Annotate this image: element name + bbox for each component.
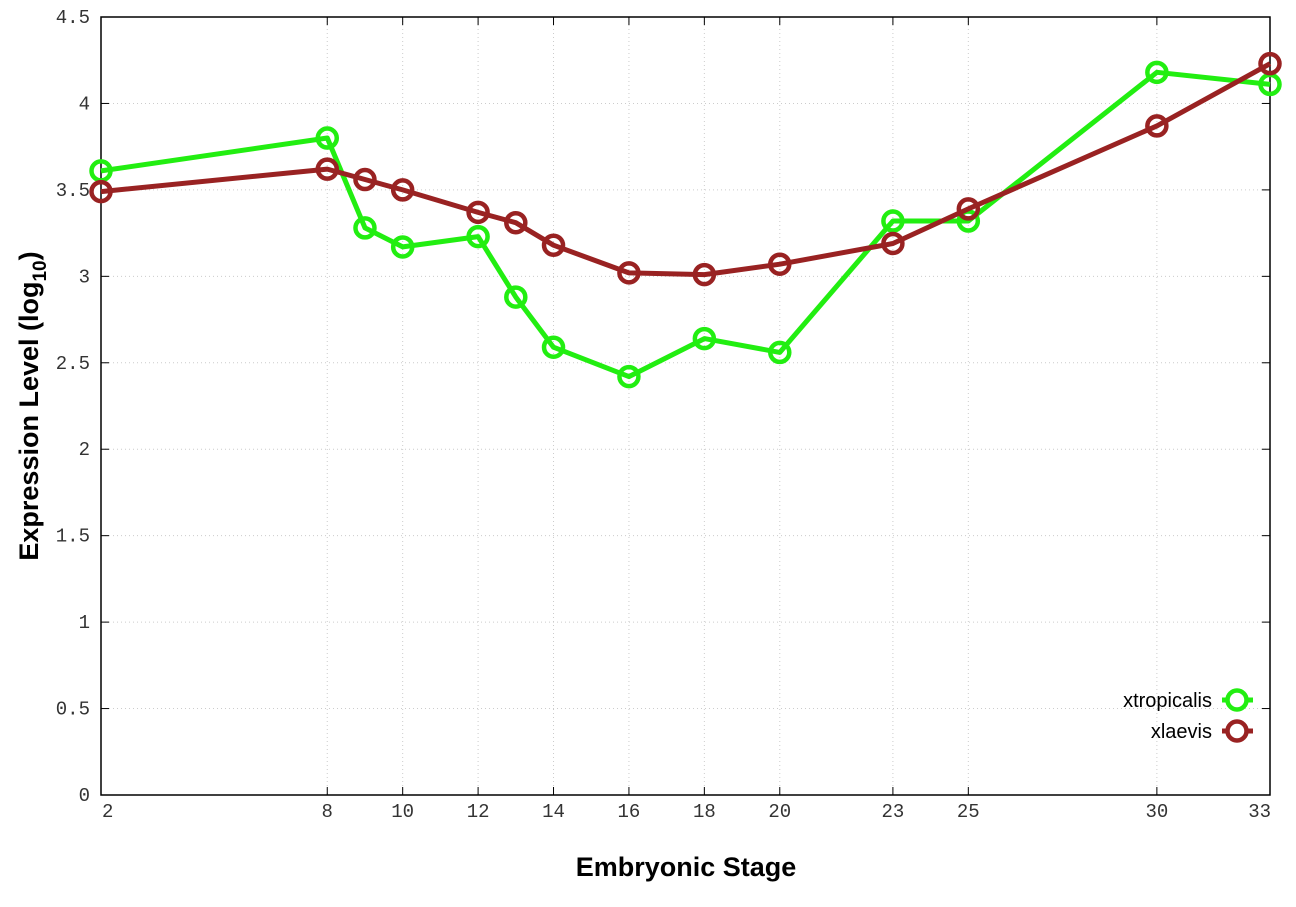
tick-layer: 0 0.5 1 1.5 2 2.5 3 3.5 4 4.5 2 8 10 12 14 16 18 20 23 25 30… bbox=[56, 7, 1271, 823]
data-point-xlaevis bbox=[956, 197, 981, 221]
data-point-xlaevis bbox=[881, 231, 905, 256]
data-point-xtropicalis bbox=[315, 126, 340, 150]
x-tick-label: 8 bbox=[322, 801, 333, 823]
data-point-xtropicalis bbox=[541, 335, 566, 359]
series-line-xlaevis bbox=[100, 61, 1272, 278]
data-point-xtropicalis bbox=[881, 209, 905, 233]
y-axis-title-subscript: 10 bbox=[30, 260, 51, 281]
x-tick-label: 23 bbox=[881, 801, 904, 823]
data-point-xtropicalis bbox=[466, 224, 490, 249]
series-line-xtropicalis bbox=[100, 69, 1271, 380]
plot-frame bbox=[100, 16, 1271, 796]
y-axis-title: Expression Level (log10) bbox=[14, 251, 51, 560]
y-tick-label: 3 bbox=[79, 266, 90, 288]
x-tick-label: 10 bbox=[391, 801, 414, 823]
x-tick-label: 2 bbox=[102, 801, 113, 823]
grid-layer bbox=[101, 17, 1270, 795]
data-point-xlaevis bbox=[541, 233, 566, 257]
data-point-xlaevis bbox=[353, 167, 377, 192]
y-tick-label: 1 bbox=[79, 612, 90, 634]
x-tick-label: 25 bbox=[957, 801, 980, 823]
data-point-xtropicalis bbox=[1145, 60, 1169, 85]
x-tick-label: 20 bbox=[768, 801, 791, 823]
y-tick-label: 0.5 bbox=[56, 699, 90, 721]
data-point-xlaevis bbox=[504, 210, 528, 235]
data-point-xlaevis bbox=[1258, 51, 1282, 76]
data-point-xlaevis bbox=[617, 261, 641, 285]
data-point-xtropicalis bbox=[1258, 72, 1282, 97]
x-tick-label: 16 bbox=[618, 801, 641, 823]
data-point-xlaevis bbox=[390, 178, 415, 202]
y-tick-label: 1.5 bbox=[56, 526, 90, 548]
data-point-xlaevis bbox=[768, 252, 792, 276]
legend-label-xtropicalis: xtropicalis bbox=[1123, 690, 1212, 712]
data-point-xtropicalis bbox=[692, 326, 717, 351]
y-tick-label: 3.5 bbox=[56, 180, 90, 202]
data-point-xlaevis bbox=[315, 157, 340, 181]
x-axis-title: Embryonic Stage bbox=[576, 852, 797, 882]
data-point-xtropicalis bbox=[617, 364, 641, 389]
y-tick-label: 2.5 bbox=[56, 353, 90, 375]
y-tick-label: 2 bbox=[79, 439, 90, 461]
y-tick-label: 0 bbox=[79, 785, 90, 807]
data-point-xtropicalis bbox=[504, 285, 528, 309]
series-layer bbox=[89, 51, 1282, 389]
x-tick-label: 30 bbox=[1145, 801, 1168, 823]
data-point-xlaevis bbox=[1145, 114, 1169, 138]
y-tick-label: 4 bbox=[79, 93, 90, 115]
x-tick-label: 14 bbox=[542, 801, 565, 823]
data-point-xtropicalis bbox=[390, 235, 415, 259]
x-tick-label: 12 bbox=[467, 801, 490, 823]
x-tick-label: 18 bbox=[693, 801, 716, 823]
legend-marker-xtropicalis bbox=[1225, 688, 1249, 712]
data-point-xtropicalis bbox=[353, 216, 377, 240]
legend: xtropicalis xlaevis bbox=[1123, 688, 1253, 743]
y-axis-title-close: ) bbox=[14, 251, 44, 260]
data-point-xlaevis bbox=[466, 200, 490, 225]
y-axis-title-main: Expression Level (log bbox=[14, 282, 44, 561]
data-point-xlaevis bbox=[692, 262, 717, 287]
legend-label-xlaevis: xlaevis bbox=[1151, 721, 1212, 743]
y-tick-label: 4.5 bbox=[56, 7, 90, 29]
data-point-xtropicalis bbox=[768, 340, 792, 365]
x-tick-label: 33 bbox=[1248, 801, 1271, 823]
data-point-xtropicalis bbox=[89, 159, 113, 183]
legend-marker-xlaevis bbox=[1225, 719, 1249, 743]
data-point-xlaevis bbox=[89, 179, 113, 204]
